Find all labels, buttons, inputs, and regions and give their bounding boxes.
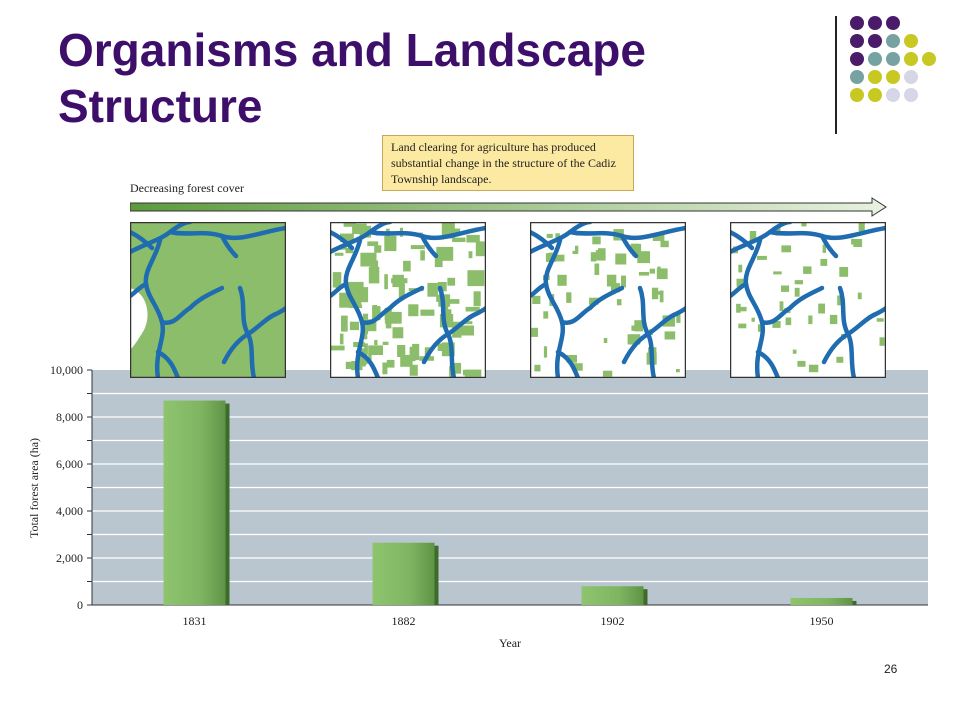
figure-callout: Land clearing for agriculture has produc… (382, 135, 634, 191)
x-tick-label: 1831 (183, 614, 207, 628)
decorative-dot (886, 52, 900, 66)
y-tick-label: 6,000 (56, 457, 83, 471)
y-tick-label: 10,000 (50, 363, 83, 377)
decorative-dot (904, 52, 918, 66)
decorative-dot (886, 16, 900, 30)
landscape-map-panel (330, 222, 486, 378)
y-tick-label: 0 (77, 598, 83, 612)
decorative-dot (904, 88, 918, 102)
y-tick-label: 8,000 (56, 410, 83, 424)
page-number: 26 (884, 662, 898, 676)
slide-title: Organisms and Landscape Structure (58, 24, 646, 132)
decorative-dot (868, 34, 882, 48)
landscape-map-panel (530, 222, 686, 378)
decorative-dot (886, 34, 900, 48)
x-axis-title: Year (499, 636, 521, 650)
decorative-dot (850, 16, 864, 30)
title-divider (835, 16, 837, 134)
decorative-dot (850, 34, 864, 48)
decorative-dot (850, 70, 864, 84)
bar-1902 (581, 586, 644, 605)
decorative-dot (868, 52, 882, 66)
bar-1950 (790, 597, 853, 605)
decorative-dot (868, 70, 882, 84)
bar-1831 (163, 400, 226, 605)
landscape-map-panel (130, 222, 286, 378)
y-axis-title: Total forest area (ha) (27, 438, 41, 538)
arrow-label: Decreasing forest cover (130, 181, 244, 195)
bar-1882 (372, 542, 435, 605)
x-tick-label: 1902 (601, 614, 625, 628)
decreasing-forest-arrow (130, 197, 887, 217)
decorative-dot (850, 52, 864, 66)
decorative-dot (886, 70, 900, 84)
x-tick-label: 1950 (810, 614, 834, 628)
decorative-dot (850, 88, 864, 102)
y-tick-label: 4,000 (56, 504, 83, 518)
decorative-dot (904, 34, 918, 48)
decorative-dot (868, 16, 882, 30)
decorative-dot (886, 88, 900, 102)
decorative-dot (868, 88, 882, 102)
decorative-dot (922, 52, 936, 66)
landscape-map-panel (730, 222, 886, 378)
decorative-dot (904, 70, 918, 84)
x-tick-label: 1882 (392, 614, 416, 628)
y-tick-label: 2,000 (56, 551, 83, 565)
